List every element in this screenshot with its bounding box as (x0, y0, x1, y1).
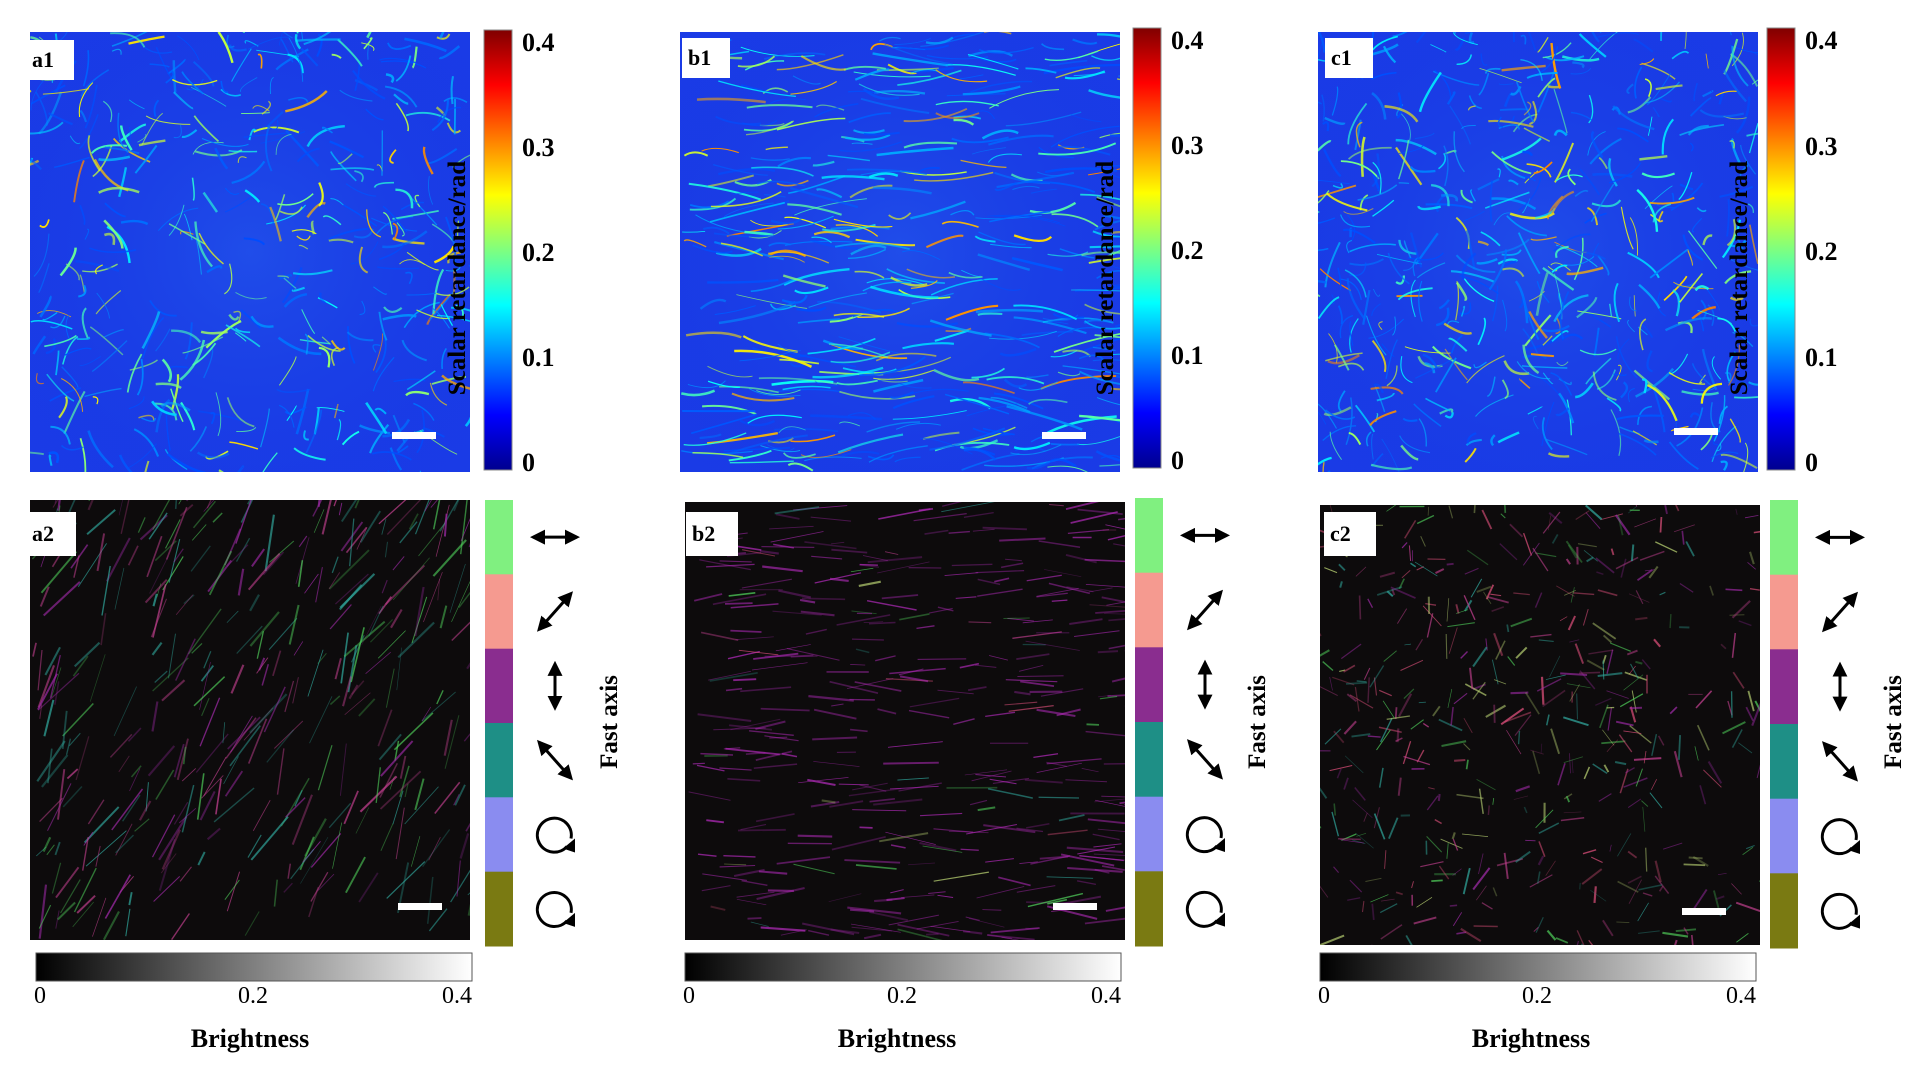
scale-bar (1682, 908, 1726, 915)
fast-axis-segment (1770, 873, 1798, 949)
orientation-image-a (30, 500, 470, 940)
diagonal-45-double-arrow-icon (1187, 589, 1223, 631)
diagonal-135-double-arrow-icon (1822, 741, 1858, 782)
retardance-tick-label: 0.3 (522, 133, 555, 162)
diagonal-135-double-arrow-icon (1187, 739, 1223, 780)
retardance-tick-label: 0.1 (522, 343, 555, 372)
fast-axis-segment (485, 648, 513, 724)
brightness-colorbar (1319, 952, 1757, 982)
panel-label-a1: a1 (26, 40, 74, 80)
fast-axis-segment (485, 574, 513, 650)
retardance-tick-label: 0.2 (1805, 237, 1838, 266)
brightness-tick-label: 0 (34, 983, 46, 1009)
retardance-tick-label: 0.4 (1805, 26, 1838, 55)
retardance-tick-label: 0.2 (522, 238, 555, 267)
circular-arrow-icon (1185, 890, 1225, 928)
retardance-colorbar-label-a: Scalar retardance/rad (444, 160, 471, 396)
brightness-tick-label: 0.4 (442, 983, 472, 1009)
brightness-tick-label: 0.4 (1726, 983, 1756, 1009)
retardance-colorbar-label-c: Scalar retardance/rad (1726, 160, 1753, 396)
retardance-tick-label: 0.1 (1805, 342, 1838, 372)
brightness-tick-label: 0.4 (1091, 983, 1121, 1009)
diagonal-45-double-arrow-icon (537, 591, 573, 632)
retardance-image-b (680, 32, 1120, 472)
fast-axis-segment (1135, 871, 1163, 947)
retardance-tick-label: 0.4 (522, 28, 555, 57)
panel-label-c2: c2 (1324, 512, 1376, 556)
fast-axis-segment (485, 500, 513, 575)
retardance-tick-label: 0.4 (1171, 26, 1204, 55)
fast-axis-segment (1770, 574, 1798, 650)
brightness-label-c: Brightness (1471, 1024, 1591, 1053)
brightness-colorbar (684, 952, 1122, 982)
brightness-tick-label: 0.2 (238, 983, 268, 1009)
fast-axis-segment (1770, 724, 1798, 800)
retardance-image-c (1318, 32, 1758, 472)
scale-bar (1674, 428, 1718, 435)
diagonal-135-double-arrow-icon (537, 739, 573, 781)
scale-bar (1042, 432, 1086, 439)
brightness-tick-label: 0.2 (887, 983, 917, 1009)
brightness-tick-label: 0.2 (1522, 983, 1552, 1009)
scale-bar (1053, 903, 1097, 910)
brightness-tick-label: 0 (683, 983, 695, 1009)
retardance-tick-label: 0.2 (1171, 236, 1204, 265)
fast-axis-colorbar (1770, 500, 1865, 949)
fast-axis-segment (1135, 722, 1163, 798)
retardance-tick-label: 0.3 (1805, 131, 1838, 161)
retardance-tick-label: 0.1 (1171, 341, 1204, 370)
circular-arrow-icon (1820, 892, 1860, 930)
retardance-colorbar (1766, 27, 1796, 471)
orientation-image-b (685, 502, 1125, 940)
retardance-colorbar (483, 29, 513, 471)
circular-arrow-icon (1820, 818, 1860, 856)
panel-label-b1: b1 (682, 38, 730, 78)
fast-axis-segment (1770, 649, 1798, 725)
fast-axis-segment (1135, 796, 1163, 872)
retardance-image-a (30, 32, 470, 472)
orientation-image-c (1320, 505, 1760, 945)
circular-arrow-icon (535, 891, 575, 928)
fast-axis-label-c: Fast axis (1880, 675, 1907, 769)
fast-axis-segment (1135, 647, 1163, 723)
fast-axis-segment (1770, 798, 1798, 874)
fast-axis-colorbar (1135, 498, 1230, 947)
circular-arrow-icon (535, 816, 575, 854)
fast-axis-segment (485, 871, 513, 947)
fast-axis-label-b: Fast axis (1244, 675, 1271, 769)
brightness-label-a: Brightness (190, 1024, 310, 1053)
fast-axis-segment (1135, 572, 1163, 648)
fast-axis-segment (1770, 500, 1798, 576)
fast-axis-colorbar (485, 500, 580, 947)
circular-arrow-icon (1185, 816, 1225, 854)
retardance-colorbar (1132, 27, 1162, 469)
fast-axis-label-a: Fast axis (596, 675, 623, 769)
scale-bar (392, 432, 436, 439)
retardance-tick-label: 0 (1805, 448, 1818, 477)
fast-axis-segment (1135, 498, 1163, 574)
fast-axis-segment (485, 723, 513, 798)
retardance-tick-label: 0 (522, 448, 535, 477)
panel-label-a2: a2 (26, 512, 76, 556)
retardance-tick-label: 0.3 (1171, 131, 1204, 160)
brightness-label-b: Brightness (837, 1024, 957, 1053)
scale-bar (398, 903, 442, 910)
diagonal-45-double-arrow-icon (1822, 591, 1858, 633)
brightness-colorbar (35, 952, 473, 982)
fast-axis-segment (485, 797, 513, 873)
brightness-tick-label: 0 (1318, 983, 1330, 1009)
panel-label-c1: c1 (1325, 38, 1373, 78)
retardance-colorbar-label-b: Scalar retardance/rad (1092, 160, 1119, 396)
panel-label-b2: b2 (686, 512, 738, 556)
retardance-tick-label: 0 (1171, 446, 1184, 475)
